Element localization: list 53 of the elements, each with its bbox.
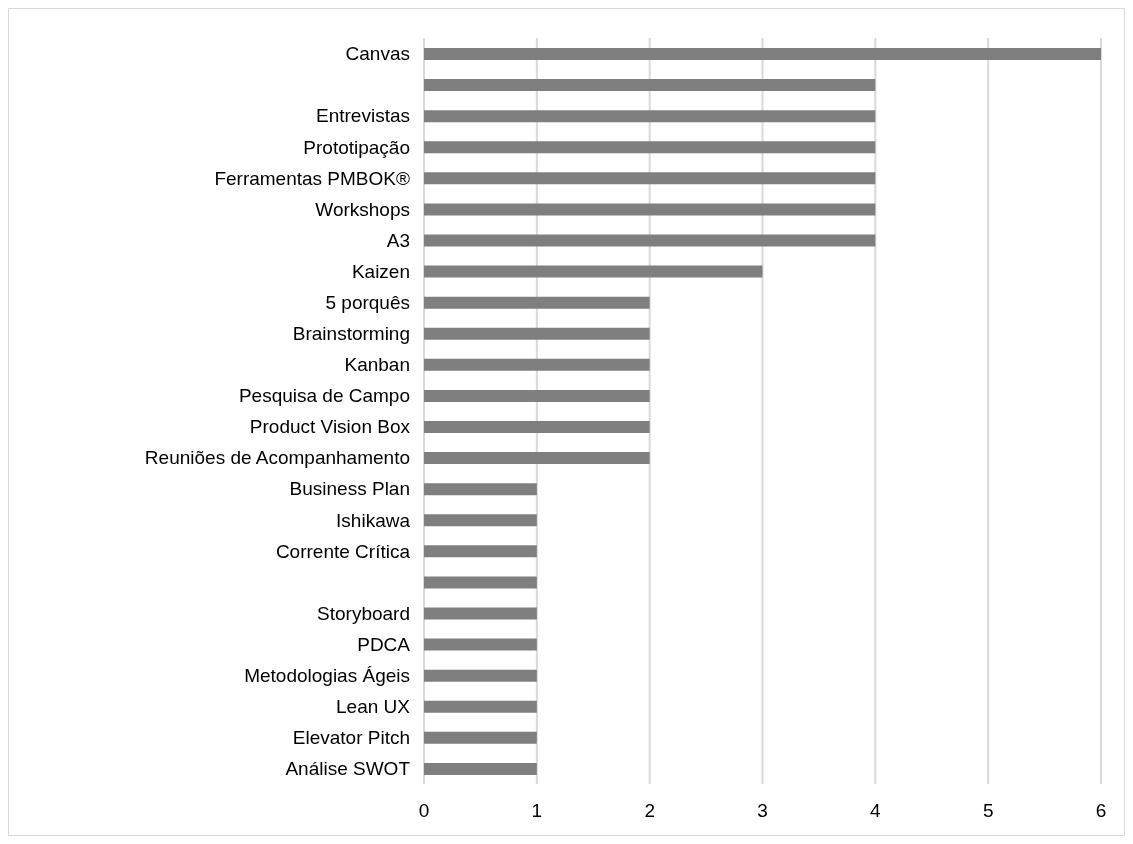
y-tick-label: Análise SWOT (285, 758, 411, 780)
y-tick-label: Metodologias Ágeis (244, 664, 410, 686)
x-tick-label: 2 (644, 800, 655, 822)
y-tick-label: Ishikawa (336, 509, 411, 531)
bar (424, 452, 650, 465)
bar (424, 762, 537, 775)
bar (424, 265, 763, 278)
bar (424, 638, 537, 651)
y-tick-label: Lean UX (336, 696, 411, 718)
x-tick-label: 6 (1095, 800, 1107, 822)
bar (424, 172, 876, 185)
bar (424, 79, 876, 92)
bar (424, 203, 876, 216)
bar (424, 421, 650, 433)
y-tick-label: PDCA (357, 633, 411, 655)
bar (424, 296, 650, 309)
bar (424, 607, 537, 620)
bar (424, 358, 650, 371)
x-tick-label: 3 (757, 800, 768, 822)
x-tick-label: 0 (418, 800, 430, 822)
x-tick-label: 1 (531, 800, 543, 822)
bar (424, 731, 537, 744)
x-tick-label: 5 (982, 800, 994, 822)
bar (424, 389, 650, 402)
y-tick-label: Pesquisa de Campo (238, 385, 410, 407)
y-tick-label: Business Plan (289, 478, 410, 500)
y-tick-label: Product Vision Box (249, 416, 411, 438)
bar (424, 545, 537, 558)
y-tick-label: Prototipação (303, 136, 410, 158)
y-tick-label: Corrente Crítica (275, 540, 411, 562)
bar (424, 483, 537, 496)
y-tick-label: Brainstorming (292, 323, 410, 345)
y-tick-label: Ferramentas PMBOK® (214, 167, 410, 189)
bar (424, 327, 650, 340)
bar (424, 234, 876, 247)
y-tick-label: Elevator Pitch (292, 727, 410, 749)
x-tick-label: 4 (870, 800, 882, 822)
bar (424, 110, 876, 123)
bar (424, 141, 876, 154)
y-tick-label: Kaizen (351, 260, 410, 282)
bar (424, 576, 537, 589)
y-tick-label: Reuniões de Acompanhamento (144, 447, 410, 469)
y-tick-label: Kanban (344, 354, 410, 376)
bar (424, 514, 537, 527)
bar (424, 48, 1101, 60)
y-tick-label: 5 porquês (325, 291, 410, 313)
bar (424, 700, 537, 713)
y-tick-label: A3 (386, 229, 410, 251)
y-tick-label: Workshops (315, 198, 410, 220)
y-tick-label: Canvas (345, 43, 410, 65)
y-tick-label: Entrevistas (316, 105, 410, 127)
bar (424, 669, 537, 682)
y-tick-label: Storyboard (317, 602, 410, 624)
